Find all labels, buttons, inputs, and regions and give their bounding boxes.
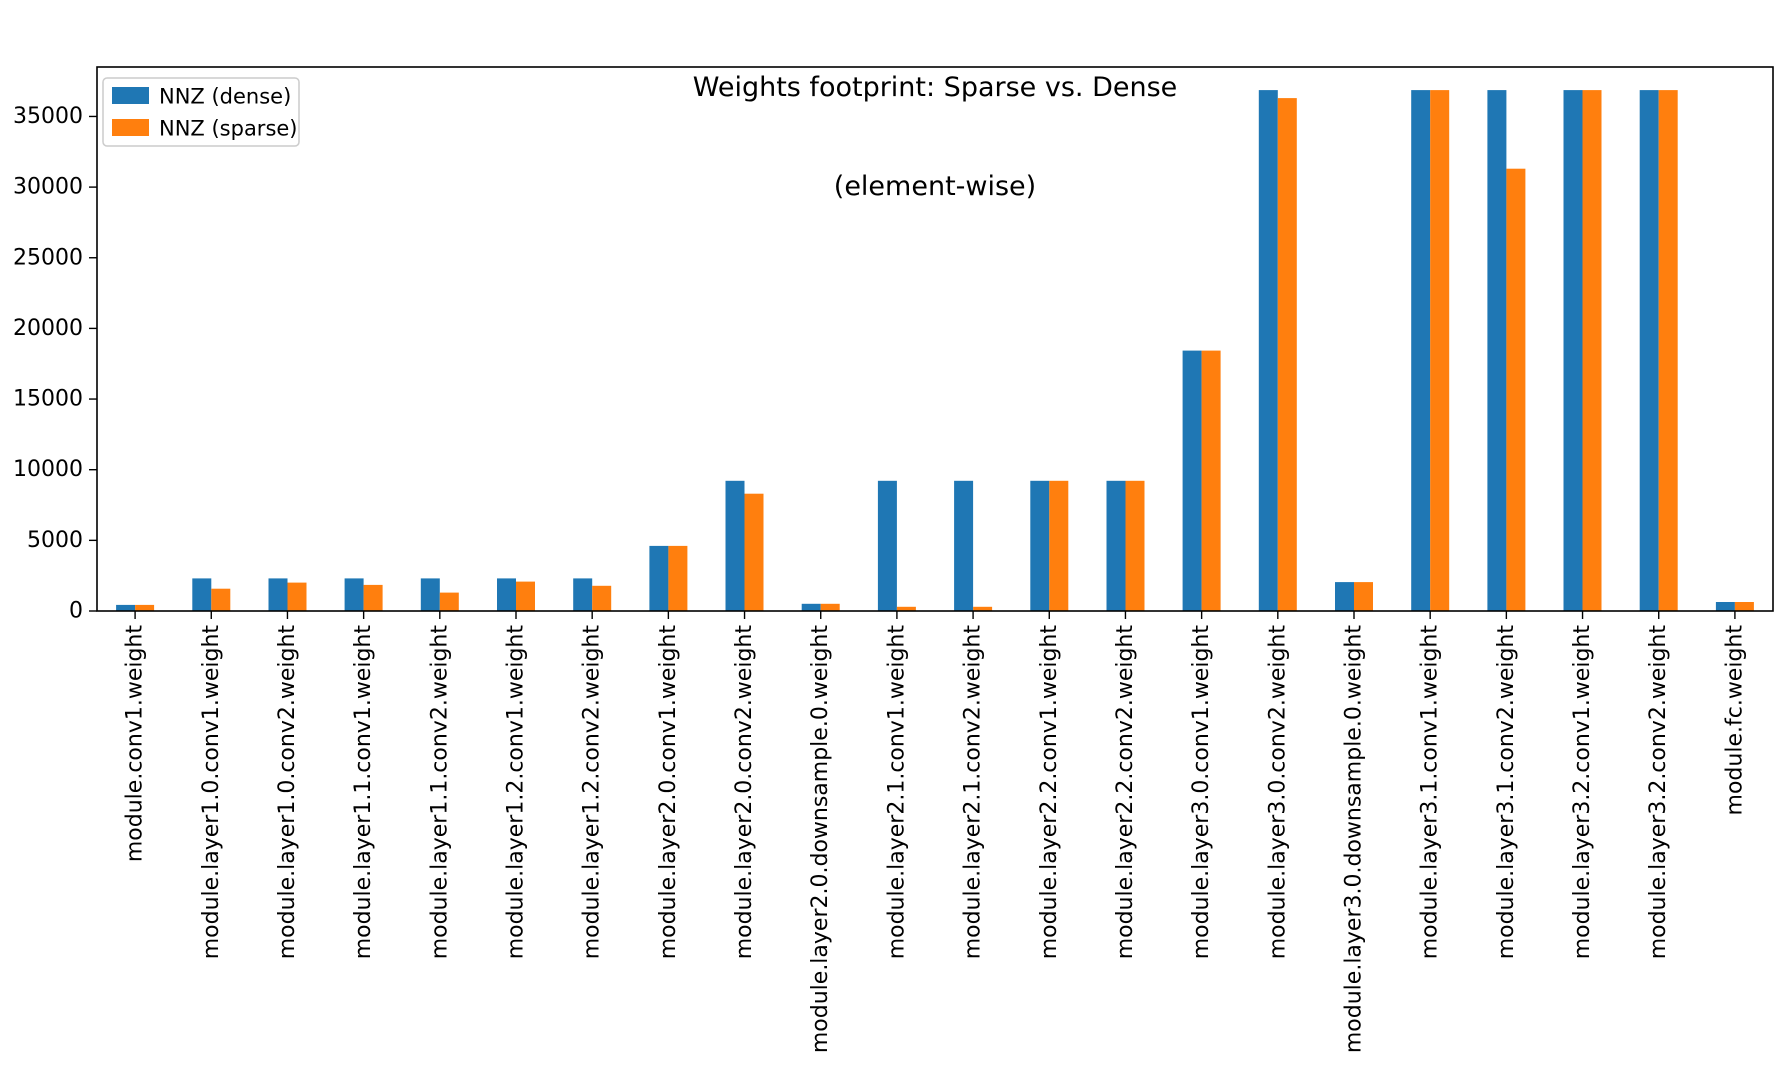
bar-dense: [268, 578, 288, 611]
y-tick-label: 15000: [13, 387, 83, 412]
x-tick-label: module.layer2.0.conv1.weight: [656, 625, 681, 960]
bar-sparse: [592, 585, 612, 611]
x-tick-label: module.layer2.1.conv1.weight: [884, 625, 909, 960]
bar-sparse: [1506, 168, 1526, 611]
bar-sparse: [439, 592, 459, 611]
bar-dense: [497, 578, 516, 611]
bar-sparse: [1125, 480, 1145, 611]
x-tick-label: module.layer2.2.conv1.weight: [1037, 625, 1062, 960]
x-tick-label: module.layer3.2.conv2.weight: [1646, 625, 1671, 960]
x-tick-label: module.conv1.weight: [123, 625, 148, 862]
x-tick-label: module.layer1.1.conv1.weight: [351, 625, 376, 960]
y-tick-label: 10000: [13, 457, 83, 482]
y-tick-label: 25000: [13, 245, 83, 270]
bar-dense: [344, 578, 364, 611]
bar-dense: [116, 604, 136, 611]
x-tick-label: module.layer2.0.downsample.0.weight: [808, 625, 833, 1053]
x-tick-label: module.layer1.0.conv2.weight: [275, 625, 300, 960]
bar-dense: [420, 578, 440, 611]
bar-dense: [649, 545, 669, 611]
x-tick-label: module.layer2.1.conv2.weight: [961, 625, 986, 960]
bar-dense: [801, 603, 821, 611]
bar-dense: [1182, 350, 1202, 611]
bar-sparse: [896, 606, 916, 611]
bar-sparse: [1734, 602, 1754, 611]
plot-spines: [96, 66, 1774, 612]
bar-dense: [725, 480, 745, 611]
bar-dense: [954, 480, 974, 611]
bar-dense: [1335, 582, 1354, 611]
bar-sparse: [363, 584, 383, 611]
y-tick-label: 20000: [13, 316, 83, 341]
bar-sparse: [1277, 98, 1297, 612]
x-tick-label: module.layer2.2.conv2.weight: [1113, 625, 1138, 960]
bar-dense: [1258, 90, 1278, 612]
chart-title-line2: (element-wise): [833, 171, 1037, 202]
y-tick-label: 35000: [13, 104, 83, 129]
x-tick-label: module.layer3.0.conv1.weight: [1189, 625, 1214, 960]
bar-sparse: [820, 603, 840, 611]
x-tick-label: module.layer1.2.conv2.weight: [580, 625, 605, 960]
bar-sparse: [287, 582, 307, 611]
y-tick-label: 5000: [27, 528, 83, 553]
bar-dense: [1411, 90, 1431, 612]
bar-dense: [1563, 90, 1583, 612]
legend-swatch-sparse: [112, 119, 149, 136]
x-tick-label: module.layer1.2.conv1.weight: [504, 625, 529, 960]
bar-dense: [1715, 602, 1735, 611]
x-tick-label: module.layer1.1.conv2.weight: [427, 625, 452, 960]
bar-dense: [192, 578, 212, 611]
bar-dense: [1106, 480, 1126, 611]
y-tick-label: 30000: [13, 175, 83, 200]
chart-title: Weights footprint: Sparse vs. Dense (ele…: [97, 5, 1773, 269]
bar-sparse: [1049, 480, 1069, 611]
bar-sparse: [744, 493, 764, 611]
bar-sparse: [1430, 90, 1450, 612]
x-tick-label: module.layer3.1.conv1.weight: [1418, 625, 1443, 960]
bar-sparse: [1582, 90, 1602, 612]
chart-title-line1: Weights footprint: Sparse vs. Dense: [692, 72, 1178, 103]
bar-sparse: [1658, 90, 1678, 612]
bar-sparse: [668, 545, 688, 611]
bar-sparse: [1201, 350, 1221, 611]
x-tick-label: module.layer3.0.downsample.0.weight: [1342, 625, 1367, 1053]
x-tick-label: module.layer3.2.conv1.weight: [1570, 625, 1595, 960]
legend-label-dense: NNZ (dense): [159, 85, 291, 109]
x-tick-label: module.fc.weight: [1722, 625, 1747, 816]
bar-dense: [1030, 480, 1050, 611]
bar-dense: [573, 578, 593, 611]
x-tick-label: module.layer2.0.conv2.weight: [732, 625, 757, 960]
x-tick-label: module.layer3.1.conv2.weight: [1494, 625, 1519, 960]
x-tick-label: module.layer1.0.conv1.weight: [199, 625, 224, 960]
bar-sparse: [211, 588, 231, 611]
x-tick-label: module.layer3.0.conv2.weight: [1265, 625, 1290, 960]
bar-sparse: [973, 606, 993, 611]
bar-dense: [1639, 90, 1659, 612]
bar-dense: [877, 480, 897, 611]
bar-sparse: [516, 581, 535, 611]
bar-sparse: [135, 604, 155, 611]
legend-swatch-dense: [112, 87, 149, 104]
bar-dense: [1487, 90, 1507, 612]
y-tick-label: 0: [69, 599, 83, 624]
legend-label-sparse: NNZ (sparse): [159, 117, 298, 141]
legend-box: [102, 77, 300, 147]
bar-sparse: [1354, 582, 1373, 611]
